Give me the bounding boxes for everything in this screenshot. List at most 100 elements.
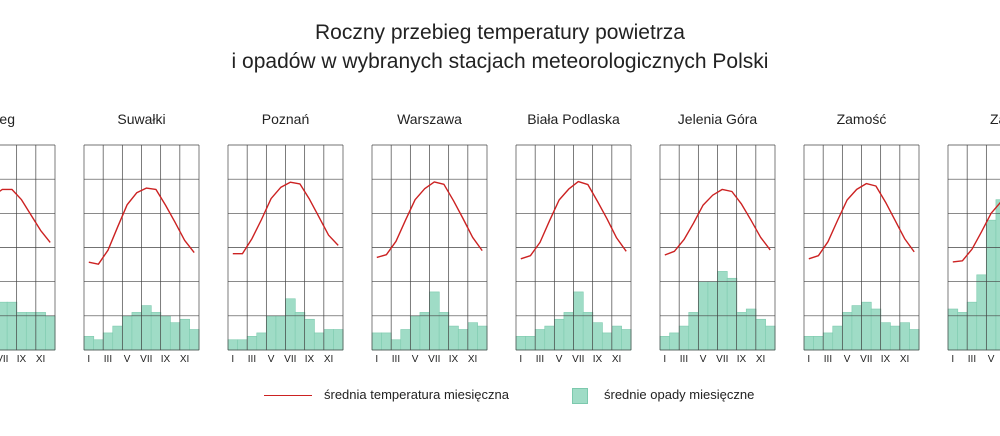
precipitation-bar [678,325,690,351]
precipitation-bar [294,312,306,351]
station-name: Warszawa [397,111,462,127]
precipitation-bar [467,322,478,351]
precipitation-bar [688,312,699,351]
station-name: Suwałki [117,111,165,127]
chart-title-line-2: i opadów w wybranych stacjach meteorolog… [231,50,769,73]
month-tick-label: I [807,354,810,365]
precipitation-bar [285,298,296,351]
month-tick-label: V [988,354,995,365]
precipitation-bar [93,339,104,351]
precipitation-bar [266,315,277,351]
precipitation-bar [83,336,95,351]
precipitation-bar [35,312,46,351]
precipitation-bar [304,318,315,351]
temperature-line [88,187,195,265]
precipitation-bar [227,339,239,351]
precipitation-bar [515,336,527,351]
precipitation-bar [995,199,1000,351]
month-tick-label: VII [860,354,872,365]
precipitation-bar [131,312,143,351]
precipitation-bar [621,329,632,351]
temperature-line [520,180,627,260]
precipitation-bar [45,315,56,351]
month-tick-label: I [375,354,378,365]
legend-precipitation-swatch [572,388,588,404]
temperature-line [664,188,771,256]
precipitation-bar [986,219,997,351]
precipitation-bar [150,312,162,351]
precipitation-bar [755,318,766,351]
precipitation-bar [909,329,920,351]
chart-title-line-1: Roczny przebieg temperatury powietrza [314,21,685,44]
month-tick-label: I [87,354,90,365]
precipitation-bar [448,325,459,351]
precipitation-bar [582,312,594,351]
month-tick-label: IX [449,354,459,365]
precipitation-bar [803,336,815,351]
station-name: orzeg [0,111,15,127]
precipitation-bar [141,305,152,351]
month-tick-label: VII [428,354,440,365]
month-tick-label: III [536,354,544,365]
temperature-line [952,201,1000,263]
precipitation-bar [333,329,344,351]
precipitation-bar [659,336,671,351]
precipitation-bar [179,318,190,351]
precipitation-bar [160,315,171,351]
precipitation-bar [122,315,133,351]
precipitation-bar [275,315,286,351]
month-tick-label: I [231,354,234,365]
precipitation-bar [237,339,248,351]
month-tick-label: III [248,354,256,365]
precipitation-bar [966,301,978,351]
station-name: Jelenia Góra [678,111,758,127]
station-chart: ZakoIIIIV [947,111,1000,365]
precipitation-bar [112,325,123,351]
month-tick-label: XI [36,354,45,365]
station-name: Poznań [262,111,309,127]
precipitation-bar [477,325,488,351]
precipitation-bar [554,318,565,351]
month-tick-label: III [104,354,112,365]
month-tick-label: IX [305,354,315,365]
precipitation-bar [976,274,987,351]
precipitation-bar [169,322,181,351]
temperature-line [232,181,339,255]
precipitation-bar [256,332,267,351]
precipitation-bar [611,325,622,351]
precipitation-bar [851,305,863,351]
month-tick-label: I [663,354,666,365]
temperature-line [0,188,51,243]
station-name: Zako [990,111,1000,127]
precipitation-bar [390,339,402,351]
precipitation-bar [457,329,469,351]
station-name: Zamość [837,111,887,127]
legend: średnia temperatura miesięczna średnie o… [0,386,1000,406]
month-tick-label: V [412,354,419,365]
precipitation-bar [0,301,8,351]
month-tick-label: VII [572,354,584,365]
month-tick-label: VII [716,354,728,365]
month-tick-label: VII [0,354,8,365]
month-tick-label: III [968,354,976,365]
precipitation-bar [400,329,411,351]
precipitation-bar [957,312,968,351]
legend-temperature-swatch [264,395,312,396]
precipitation-bar [102,332,114,351]
precipitation-bar [899,322,910,351]
month-tick-label: IX [17,354,27,365]
precipitation-bar [429,291,440,351]
precipitation-bar [889,325,901,351]
precipitation-bar [419,312,430,351]
precipitation-bar [880,322,891,351]
temperature-line [808,182,915,260]
precipitation-bar [16,312,27,351]
month-tick-label: IX [737,354,747,365]
precipitation-bar [573,291,584,351]
precipitation-bar [745,308,757,351]
month-tick-label: V [700,354,707,365]
precipitation-bar [525,336,536,351]
